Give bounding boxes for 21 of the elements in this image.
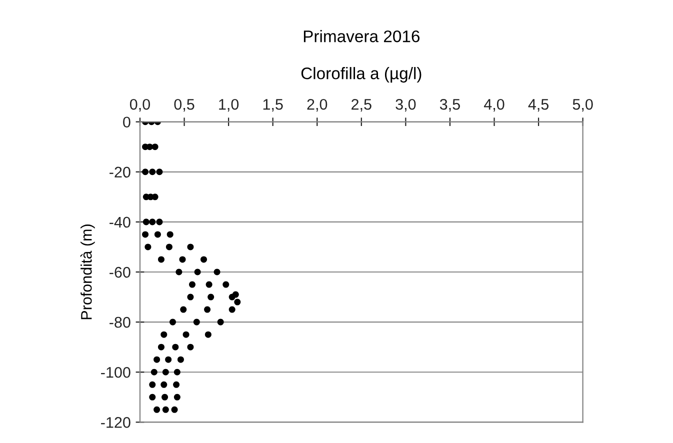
x-tick-label: 4,0 xyxy=(484,98,504,112)
x-tick-label: 3,0 xyxy=(396,98,416,112)
y-axis-title: Profondità (m) xyxy=(80,224,95,320)
x-axis-title: Clorofilla a (µg/l) xyxy=(301,67,422,83)
x-tick-label: 1,0 xyxy=(219,98,239,112)
x-tick-label: 1,5 xyxy=(263,99,283,112)
x-tick-label: 0,5 xyxy=(174,98,194,112)
y-tick-label: -120 xyxy=(101,417,130,428)
y-tick-label: 0 xyxy=(123,116,130,128)
y-tick-label: -20 xyxy=(110,166,130,178)
y-tick-label: -40 xyxy=(110,216,130,228)
y-tick-label: -80 xyxy=(110,316,130,328)
x-tick-label: 0,0 xyxy=(130,98,150,112)
chart-title: Primavera 2016 xyxy=(304,30,420,42)
y-tick-label: -60 xyxy=(110,266,130,278)
y-tick-label: -100 xyxy=(101,366,130,378)
x-tick-label: 3,5 xyxy=(440,98,460,112)
x-tick-label: 4,5 xyxy=(528,99,549,112)
x-tick-label: 2,0 xyxy=(307,98,328,112)
x-tick-label: 5,0 xyxy=(572,98,593,112)
x-tick-label: 2,5 xyxy=(352,98,372,112)
